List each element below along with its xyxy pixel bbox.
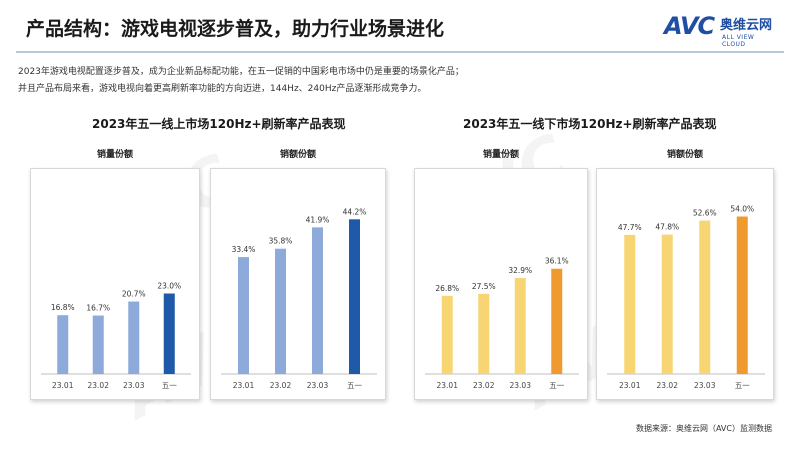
bar-offline-value-0: [624, 234, 636, 374]
data-label-online-volume-2: 20.7%: [122, 290, 146, 299]
data-label-online-volume-0: 16.8%: [51, 303, 75, 312]
data-label-online-volume-3: 23.0%: [157, 282, 181, 291]
bar-online-value-3: [349, 219, 360, 374]
tick-label-online-value-2: 23.03: [307, 381, 329, 390]
tick-label-online-volume-2: 23.03: [123, 381, 145, 390]
tick-label-offline-volume-2: 23.03: [510, 381, 532, 390]
bar-online-value-2: [312, 227, 323, 374]
data-label-offline-volume-0: 26.8%: [435, 284, 459, 293]
tick-label-online-volume-0: 23.01: [52, 381, 74, 390]
tick-label-offline-volume-1: 23.02: [473, 381, 495, 390]
tick-label-online-value-1: 23.02: [270, 381, 292, 390]
section-title-online: 2023年五一线上市场120Hz+刷新率产品表现: [92, 117, 346, 131]
intro-line-2: 并且产品布局来看，游戏电视向着更高刷新率功能的方向迈进，144Hz、240Hz产…: [18, 84, 427, 94]
tick-label-offline-volume-3: 五一: [549, 381, 564, 390]
intro-text: 2023年游戏电视配置逐步普及，成为企业新品标配功能，在五一促销的中国彩电市场中…: [18, 64, 464, 98]
bar-online-value-1: [275, 248, 286, 374]
data-label-offline-volume-1: 27.5%: [472, 282, 496, 291]
chart-online-volume: 16.8% 23.01 16.7% 23.02 20.7% 23.03 23.0% 五一: [41, 282, 191, 390]
data-label-online-value-0: 33.4%: [232, 245, 256, 254]
bar-offline-volume-1: [478, 293, 490, 374]
intro-line-1: 2023年游戏电视配置逐步普及，成为企业新品标配功能，在五一促销的中国彩电市场中…: [18, 67, 464, 77]
tick-label-online-volume-1: 23.02: [88, 381, 110, 390]
chart-offline-volume: 26.8% 23.01 27.5% 23.02 32.9% 23.03 36.1% 五一: [425, 257, 579, 390]
data-label-offline-value-0: 47.7%: [618, 223, 642, 232]
tick-label-online-value-3: 五一: [347, 381, 362, 390]
data-label-online-value-2: 41.9%: [306, 215, 330, 224]
chart-panel-offline-volume: 26.8% 23.01 27.5% 23.02 32.9% 23.03 36.1% 五一: [414, 168, 588, 400]
bar-online-volume-0: [57, 315, 69, 374]
chart-offline-value: 47.7% 23.01 47.8% 23.02 52.6% 23.03 54.0% 五一: [607, 205, 765, 390]
bar-online-volume-2: [128, 301, 140, 374]
data-label-offline-value-3: 54.0%: [730, 205, 754, 214]
tick-label-offline-value-0: 23.01: [619, 381, 641, 390]
chart-panel-online-value: 33.4% 23.01 35.8% 23.02 41.9% 23.03 44.2% 五一: [210, 168, 386, 400]
section-title-offline: 2023年五一线下市场120Hz+刷新率产品表现: [463, 117, 717, 131]
avc-logo: AVC 奥维云网 ALL VIEW CLOUD: [664, 12, 776, 48]
bar-offline-volume-2: [514, 278, 526, 374]
bar-online-value-0: [238, 257, 249, 374]
chart-panel-online-volume: 16.8% 23.01 16.7% 23.02 20.7% 23.03 23.0% 五一: [30, 168, 200, 400]
data-label-offline-volume-3: 36.1%: [545, 257, 569, 266]
data-label-online-value-3: 44.2%: [343, 207, 367, 216]
tick-label-online-volume-3: 五一: [162, 381, 177, 390]
bar-offline-volume-3: [551, 268, 563, 374]
logo-mark: AVC: [664, 12, 715, 40]
bar-online-volume-3: [163, 293, 175, 374]
tick-label-offline-value-3: 五一: [735, 381, 750, 390]
tick-label-offline-volume-0: 23.01: [437, 381, 459, 390]
data-source: 数据来源：奥维云网（AVC）监测数据: [635, 424, 772, 433]
bar-offline-value-1: [661, 234, 673, 374]
chart-online-value: 33.4% 23.01 35.8% 23.02 41.9% 23.03 44.2% 五一: [221, 207, 377, 390]
tick-label-offline-value-1: 23.02: [657, 381, 679, 390]
chart-title-offline-volume: 销量份额: [482, 150, 519, 160]
logo-cn: 奥维云网: [720, 18, 773, 33]
bar-online-volume-1: [92, 315, 104, 374]
logo-en: ALL VIEW CLOUD: [722, 34, 755, 48]
tick-label-online-value-0: 23.01: [233, 381, 255, 390]
chart-title-offline-value: 销额份额: [666, 150, 703, 160]
data-label-online-volume-1: 16.7%: [86, 304, 110, 313]
bar-offline-value-2: [699, 220, 711, 374]
data-label-offline-value-1: 47.8%: [655, 223, 679, 232]
chart-panel-offline-value: 47.7% 23.01 47.8% 23.02 52.6% 23.03 54.0% 五一: [596, 168, 774, 400]
data-label-offline-value-2: 52.6%: [693, 209, 717, 218]
chart-title-online-volume: 销量份额: [96, 150, 133, 160]
page-title: 产品结构：游戏电视逐步普及，助力行业场景进化: [26, 18, 445, 40]
data-label-offline-volume-2: 32.9%: [508, 266, 532, 275]
bar-offline-value-3: [736, 216, 748, 374]
chart-title-online-value: 销额份额: [279, 150, 316, 160]
title-divider: [16, 51, 784, 53]
data-label-online-value-1: 35.8%: [269, 237, 293, 246]
tick-label-offline-value-2: 23.03: [694, 381, 716, 390]
bar-offline-volume-0: [441, 295, 453, 374]
